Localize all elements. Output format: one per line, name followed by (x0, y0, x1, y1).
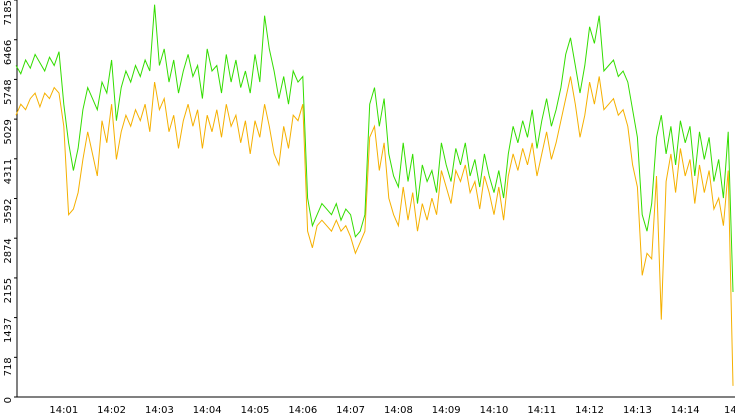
x-tick-label: 14:10 (480, 405, 509, 415)
y-tick-label: 2155 (3, 278, 14, 303)
y-tick-label: 5748 (3, 79, 14, 104)
y-tick-label: 3592 (3, 199, 14, 224)
x-tick-label: 14:02 (97, 405, 126, 415)
x-tick-label: 14:01 (49, 405, 78, 415)
x-tick-label: 14:11 (527, 405, 556, 415)
y-tick-label: 2874 (3, 238, 14, 263)
x-tick-label: 14:08 (384, 405, 413, 415)
x-tick-label: 14:05 (241, 405, 270, 415)
y-tick-label: 4311 (3, 159, 14, 184)
x-tick-label: 14:14 (671, 405, 700, 415)
x-tick-label: 14:06 (288, 405, 317, 415)
y-tick-label: 7185 (3, 0, 14, 25)
x-tick-label: 14:03 (145, 405, 174, 415)
x-tick-label: 14:04 (193, 405, 222, 415)
y-tick-label: 718 (3, 357, 14, 376)
series-line (15, 4, 734, 293)
series-line (15, 76, 734, 386)
x-tick-label: 14 (724, 405, 735, 415)
y-tick-label: 6466 (3, 40, 14, 65)
x-tick-label: 14:09 (432, 405, 461, 415)
x-tick-label: 14:12 (575, 405, 604, 415)
x-tick-label: 14:07 (336, 405, 365, 415)
x-tick-label: 14:13 (623, 405, 652, 415)
y-tick-label: 5029 (3, 119, 14, 144)
y-tick-label: 1437 (3, 318, 14, 343)
y-tick-label: 0 (3, 397, 14, 403)
